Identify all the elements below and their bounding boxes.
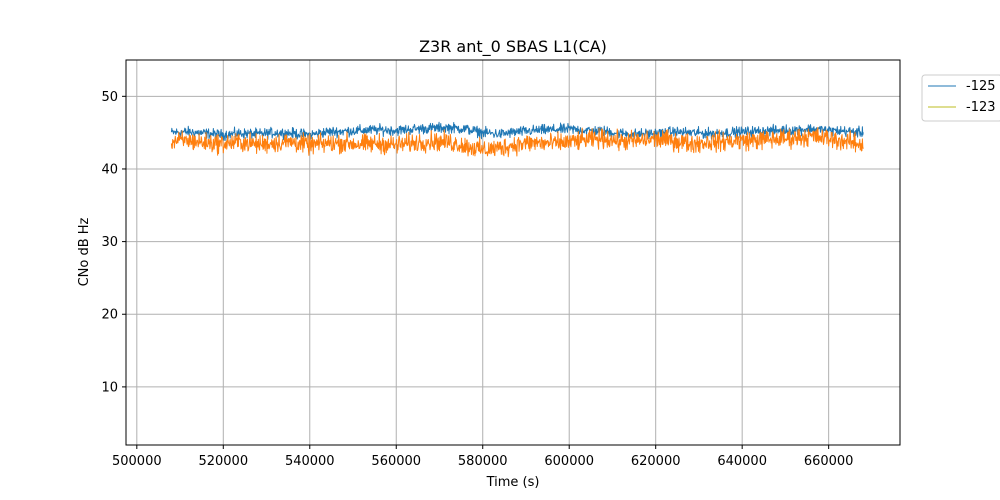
x-tick-label: 560000 [371, 454, 421, 469]
y-axis-label: CNo dB Hz [77, 217, 92, 286]
x-tick-label: 620000 [631, 454, 681, 469]
y-tick-label: 40 [101, 162, 118, 177]
x-tick-label: 660000 [804, 454, 854, 469]
grid [126, 60, 900, 445]
legend-label-1: -123 [966, 100, 996, 115]
y-tick-label: 30 [101, 235, 118, 250]
y-tick-label: 10 [101, 380, 118, 395]
series-layer [170, 121, 864, 158]
plot-area [126, 60, 900, 445]
y-axis-ticks: 10 20 30 40 50 [101, 90, 126, 395]
legend: -125 -123 [921, 74, 1000, 122]
x-axis-label: Time (s) [486, 475, 540, 490]
x-tick-label: 600000 [544, 454, 594, 469]
x-tick-label: 540000 [285, 454, 335, 469]
x-tick-label: 580000 [458, 454, 508, 469]
x-tick-label: 640000 [717, 454, 767, 469]
legend-label-0: -125 [966, 79, 996, 94]
x-tick-label: 520000 [198, 454, 248, 469]
x-tick-label: 500000 [112, 454, 162, 469]
chart-title: Z3R ant_0 SBAS L1(CA) [419, 37, 607, 57]
plot-frame [125, 59, 901, 446]
series-line-1 [170, 126, 864, 158]
y-tick-label: 50 [101, 90, 118, 105]
y-tick-label: 20 [101, 308, 118, 323]
legend-box [921, 74, 1000, 122]
x-axis-ticks: 500000 520000 540000 560000 580000 600000 6200… [112, 445, 853, 469]
